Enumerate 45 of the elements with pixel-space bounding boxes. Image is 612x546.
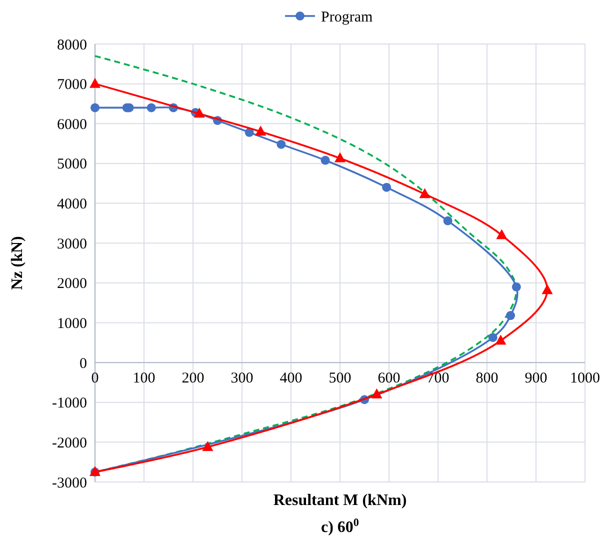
point bbox=[255, 126, 266, 136]
point bbox=[443, 216, 452, 226]
x-tick-label: 200 bbox=[182, 370, 204, 387]
point bbox=[202, 440, 214, 451]
text: c) 60$^{0}$ bbox=[320, 517, 360, 536]
point bbox=[495, 334, 506, 345]
point bbox=[90, 78, 100, 88]
x-tick-label: 0 bbox=[91, 370, 99, 387]
point bbox=[488, 332, 498, 342]
x-tick-label: 800 bbox=[476, 370, 498, 387]
y-tick-label: 8000 bbox=[57, 37, 87, 54]
x-tick-label: 400 bbox=[280, 370, 302, 387]
point bbox=[512, 282, 521, 292]
point bbox=[496, 229, 508, 240]
point bbox=[194, 108, 205, 118]
point bbox=[542, 284, 553, 294]
y-tick-label: 6000 bbox=[57, 116, 87, 133]
x-tick-label: 300 bbox=[230, 370, 254, 387]
x-axis-title: Resultant M (kNm) bbox=[273, 492, 407, 509]
x-tick-label: 100 bbox=[132, 370, 156, 387]
point bbox=[276, 140, 286, 149]
y-tick-label: -3000 bbox=[52, 475, 87, 492]
y-tick-label: 0 bbox=[80, 356, 87, 372]
y-tick-label: 1000 bbox=[57, 316, 87, 332]
point bbox=[146, 103, 156, 112]
x-tick-label: 500 bbox=[328, 370, 352, 387]
y-tick-label: 5000 bbox=[57, 156, 87, 173]
point bbox=[371, 388, 382, 398]
x-tick-label: 900 bbox=[524, 370, 548, 387]
y-tick-label: -2000 bbox=[52, 435, 87, 452]
y-tick-label: 3000 bbox=[57, 236, 87, 252]
x-tick-label: 1000 bbox=[570, 370, 600, 387]
point bbox=[334, 152, 346, 162]
y-tick-label: 4000 bbox=[57, 196, 87, 213]
y-tick-label: 7000 bbox=[57, 77, 87, 94]
y-tick-label: 2000 bbox=[57, 276, 87, 292]
legend-label: Program bbox=[321, 9, 373, 26]
point bbox=[506, 311, 516, 320]
point bbox=[382, 182, 392, 192]
y-axis-title: Nz (kN) bbox=[9, 236, 26, 290]
point bbox=[419, 188, 430, 198]
x-tick-label: 600 bbox=[378, 370, 400, 387]
y-tick-label: -1000 bbox=[52, 396, 87, 412]
point bbox=[320, 156, 330, 165]
point bbox=[90, 103, 100, 112]
